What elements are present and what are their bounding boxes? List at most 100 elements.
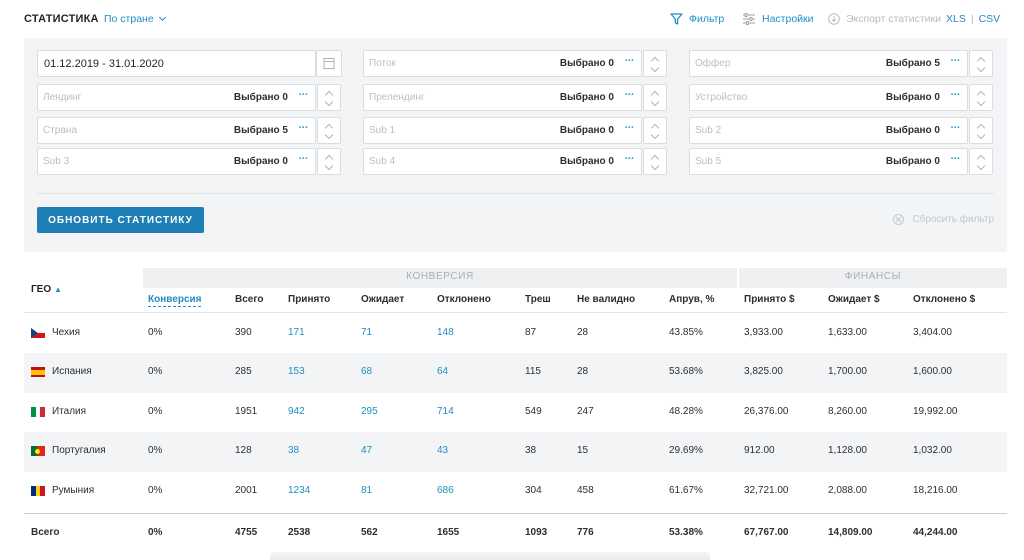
- stepper-prelanding[interactable]: [643, 84, 667, 111]
- filter-offer[interactable]: Оффер Выбрано 5 ···: [689, 50, 968, 77]
- filter-country[interactable]: Страна Выбрано 5 ···: [37, 117, 316, 144]
- table-cell: 15: [577, 445, 589, 457]
- field-selected-count: Выбрано 0: [559, 92, 614, 103]
- more-dots-icon[interactable]: ···: [950, 89, 961, 101]
- download-icon: [828, 13, 840, 25]
- geo-header-label: ГЕО: [31, 284, 52, 295]
- total-cell: 1093: [525, 527, 548, 538]
- reset-filter-button[interactable]: Сбросить фильтр: [892, 214, 994, 225]
- col-header-invalid: Не валидно: [577, 294, 636, 305]
- filter-sub4[interactable]: Sub 4 Выбрано 0 ···: [363, 148, 642, 175]
- flag-pt-icon: [31, 446, 45, 457]
- page-header: СТАТИСТИКА По стране Фильтр Настройки Эк…: [0, 0, 1024, 38]
- page-title: СТАТИСТИКА: [24, 13, 99, 25]
- stepper-country[interactable]: [317, 117, 341, 144]
- table-cell: 38: [525, 445, 537, 457]
- filter-prelanding[interactable]: Прелендинг Выбрано 0 ···: [363, 84, 642, 111]
- col-header-accepted: Принято: [288, 294, 331, 305]
- stepper-landing[interactable]: [317, 84, 341, 111]
- filter-toggle-button[interactable]: Фильтр: [670, 13, 724, 25]
- stepper-sub5[interactable]: [969, 148, 993, 175]
- filter-sub5[interactable]: Sub 5 Выбрано 0 ···: [689, 148, 968, 175]
- table-cell: 19,992.00: [913, 405, 958, 417]
- stepper-offer[interactable]: [969, 50, 993, 77]
- flag-it-icon: [31, 406, 45, 417]
- table-cell: 549: [525, 405, 542, 417]
- more-dots-icon[interactable]: ···: [950, 153, 961, 165]
- total-cell: 14,809.00: [828, 527, 873, 538]
- stepper-sub4[interactable]: [643, 148, 667, 175]
- table-cell[interactable]: 153: [288, 366, 305, 378]
- table-cell[interactable]: 71: [361, 327, 373, 338]
- table-cell: 128: [235, 445, 252, 457]
- geo-column-header[interactable]: ГЕО ▲: [31, 284, 62, 295]
- more-dots-icon[interactable]: ···: [624, 153, 635, 165]
- filter-sub3[interactable]: Sub 3 Выбрано 0 ···: [37, 148, 316, 175]
- total-cell: 562: [361, 527, 378, 538]
- table-cell[interactable]: 43: [437, 445, 449, 457]
- table-cell[interactable]: 38: [288, 445, 300, 457]
- filter-landing[interactable]: Лендинг Выбрано 0 ···: [37, 84, 316, 111]
- field-placeholder: Sub 3: [43, 156, 70, 167]
- stepper-sub1[interactable]: [643, 117, 667, 144]
- table-cell[interactable]: 68: [361, 366, 373, 378]
- calendar-button[interactable]: [316, 50, 342, 77]
- field-placeholder: Страна: [43, 125, 78, 136]
- field-placeholder: Устройство: [695, 92, 748, 103]
- chevron-down-icon: [158, 13, 166, 22]
- table-cell[interactable]: 47: [361, 445, 373, 457]
- col-header-trash: Треш: [525, 294, 551, 305]
- sliders-icon: [743, 13, 755, 25]
- table-cell: 0%: [148, 484, 163, 496]
- view-select[interactable]: По стране: [104, 13, 166, 25]
- col-header-approve: Апрув, %: [669, 294, 715, 305]
- filter-stream[interactable]: Поток Выбрано 0 ···: [363, 50, 642, 77]
- table-cell: 2,088.00: [828, 484, 867, 496]
- export-csv-link[interactable]: CSV: [978, 13, 1001, 25]
- filter-device[interactable]: Устройство Выбрано 0 ···: [689, 84, 968, 111]
- field-placeholder: Sub 1: [369, 125, 396, 136]
- filter-sub2[interactable]: Sub 2 Выбрано 0 ···: [689, 117, 968, 144]
- stepper-sub3[interactable]: [317, 148, 341, 175]
- more-dots-icon[interactable]: ···: [950, 122, 961, 134]
- table-cell[interactable]: 942: [288, 405, 305, 417]
- stepper-device[interactable]: [969, 84, 993, 111]
- table-cell[interactable]: 295: [361, 405, 378, 417]
- stepper-stream[interactable]: [643, 50, 667, 77]
- table-cell[interactable]: 714: [437, 405, 454, 417]
- table-cell[interactable]: 64: [437, 366, 449, 378]
- settings-button[interactable]: Настройки: [742, 13, 814, 25]
- group-header-conversion: КОНВЕРСИЯ: [143, 268, 737, 288]
- table-cell[interactable]: 1234: [288, 484, 311, 496]
- more-dots-icon[interactable]: ···: [624, 122, 635, 134]
- more-dots-icon[interactable]: ···: [298, 89, 309, 101]
- total-cell: 776: [577, 527, 594, 538]
- more-dots-icon[interactable]: ···: [298, 122, 309, 134]
- update-stats-button[interactable]: ОБНОВИТЬ СТАТИСТИКУ: [37, 207, 204, 233]
- date-range-input[interactable]: 01.12.2019 - 31.01.2020: [37, 50, 316, 77]
- more-dots-icon[interactable]: ···: [950, 55, 961, 67]
- field-selected-count: Выбрано 0: [233, 92, 288, 103]
- field-placeholder: Оффер: [695, 58, 731, 69]
- table-cell: 247: [577, 405, 594, 417]
- col-header-pending: Ожидает: [361, 294, 405, 305]
- table-cell[interactable]: 171: [288, 327, 305, 338]
- export-xls-link[interactable]: XLS: [945, 13, 966, 25]
- export-separator: |: [970, 13, 974, 25]
- reset-filter-label: Сбросить фильтр: [912, 214, 994, 225]
- col-header-conversion[interactable]: Конверсия: [148, 294, 202, 307]
- more-dots-icon[interactable]: ···: [298, 153, 309, 165]
- more-dots-icon[interactable]: ···: [624, 55, 635, 67]
- table-cell: 87: [525, 327, 537, 338]
- country-name: Португалия: [52, 445, 106, 457]
- stepper-sub2[interactable]: [969, 117, 993, 144]
- more-dots-icon[interactable]: ···: [624, 89, 635, 101]
- table-cell[interactable]: 81: [361, 484, 373, 496]
- view-select-label: По стране: [104, 13, 154, 25]
- table-cell[interactable]: 686: [437, 484, 454, 496]
- field-placeholder: Sub 2: [695, 125, 722, 136]
- table-cell[interactable]: 148: [437, 327, 454, 338]
- filter-sub1[interactable]: Sub 1 Выбрано 0 ···: [363, 117, 642, 144]
- table-cell: 1,633.00: [828, 327, 867, 338]
- table-cell: 18,216.00: [913, 484, 958, 496]
